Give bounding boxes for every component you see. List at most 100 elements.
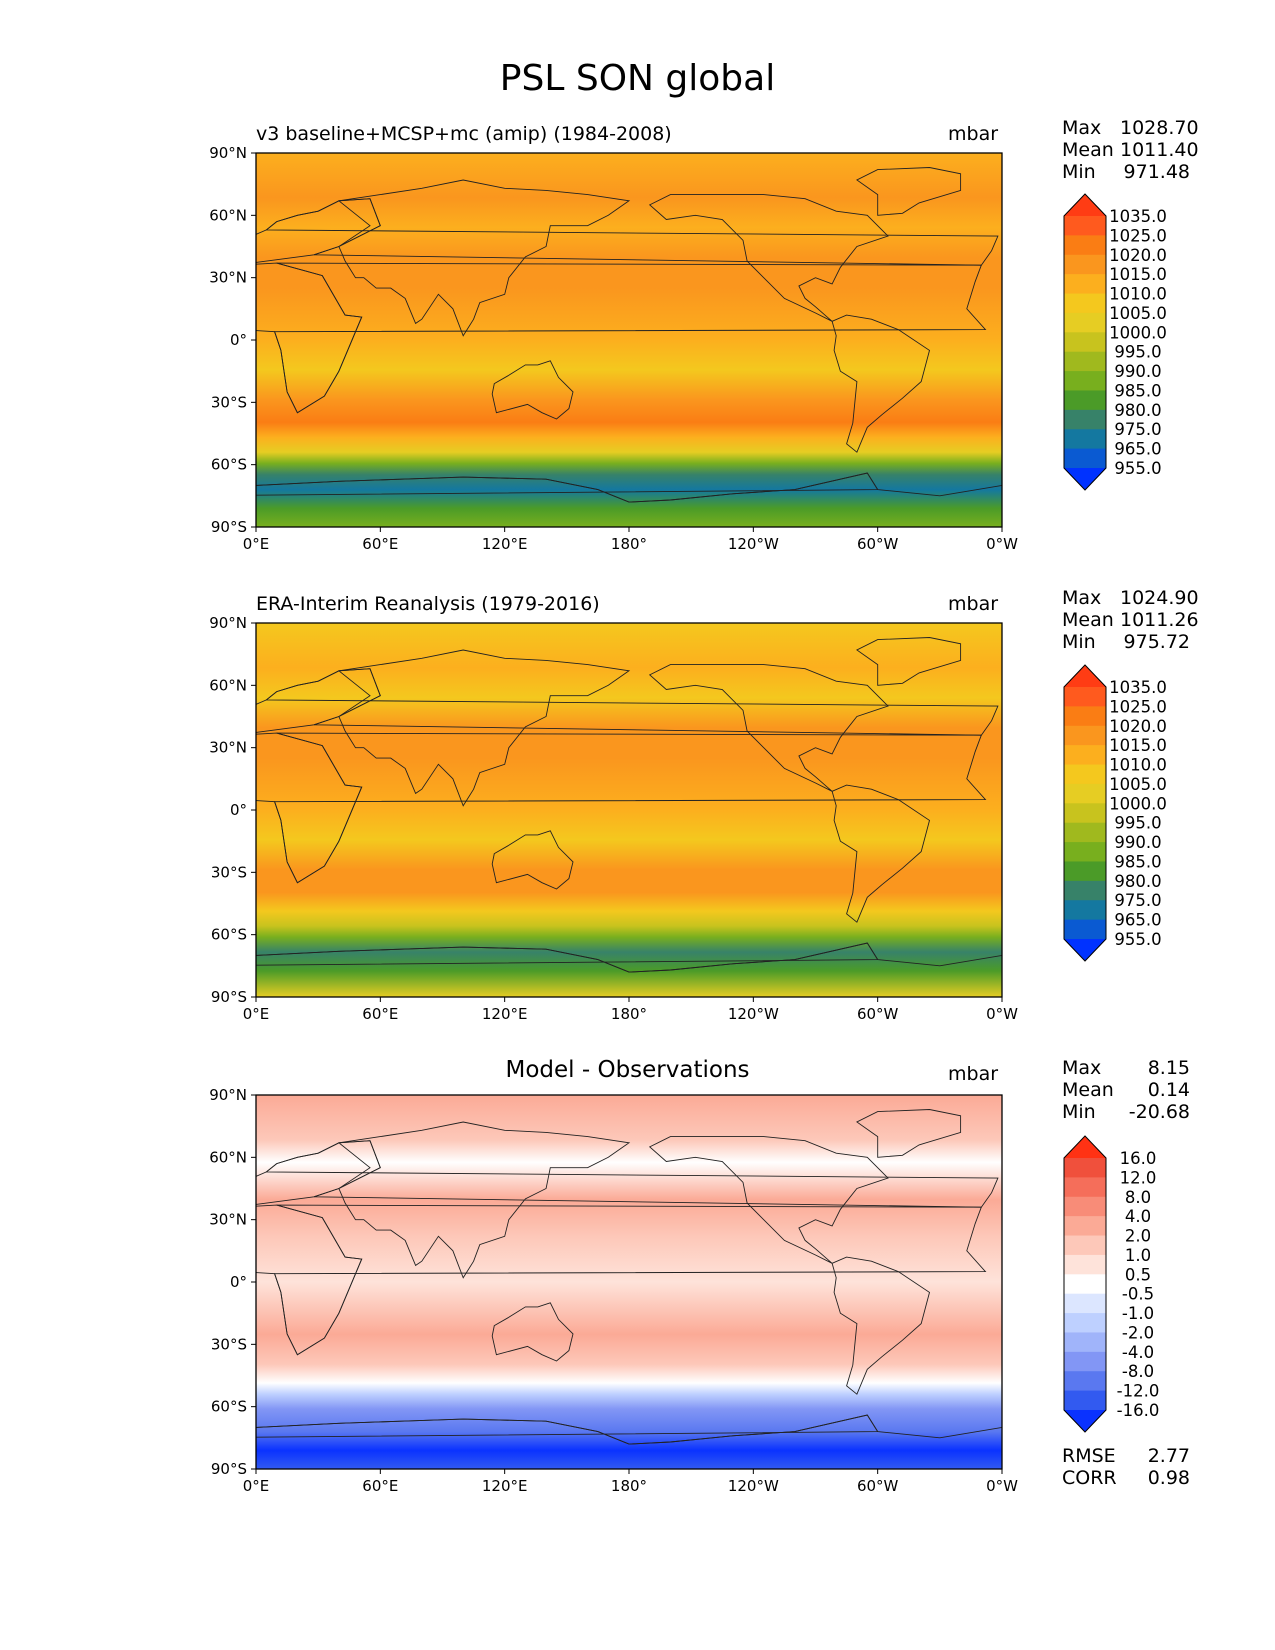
colorbar-band	[1064, 429, 1106, 450]
lon-tick-label: 60°W	[857, 1005, 899, 1023]
colorbar-label: 955.0	[1114, 459, 1161, 478]
colorbar-band	[1064, 274, 1106, 295]
lat-tick-label: 60°S	[211, 926, 247, 944]
lon-tick-label: 180°	[611, 1477, 647, 1495]
colorbar-band	[1064, 1371, 1106, 1392]
colorbar-extend-max	[1064, 1136, 1106, 1158]
colorbar-label: -16.0	[1117, 1401, 1160, 1420]
colorbar-band	[1064, 880, 1106, 901]
colorbar-band	[1064, 1216, 1106, 1237]
lat-tick-label: 30°S	[211, 393, 247, 411]
colorbar-label: -4.0	[1122, 1343, 1154, 1362]
skill-stats: RMSE 2.77 CORR 0.98	[1062, 1445, 1190, 1489]
lon-tick-label: 60°E	[362, 535, 398, 553]
colorbar-label: 985.0	[1114, 381, 1161, 400]
stat-label: Max	[1062, 587, 1102, 609]
colorbar-label: 2.0	[1125, 1227, 1151, 1246]
colorbar-label: 1005.0	[1109, 775, 1167, 794]
units-label: mbar	[948, 1063, 999, 1085]
lat-tick-label: 60°S	[211, 1398, 247, 1416]
stat-label: Max	[1062, 117, 1102, 139]
coastline	[831, 314, 931, 453]
stat-label: Mean	[1062, 1079, 1114, 1101]
colorbar-band	[1064, 1235, 1106, 1256]
colorbar-label: 1000.0	[1109, 794, 1167, 813]
colorbar-label: 1035.0	[1109, 678, 1167, 697]
map-field	[256, 1095, 1002, 1469]
lon-tick-label: 0°W	[986, 535, 1018, 553]
coastline	[491, 830, 574, 890]
map-panel: 90°N 60°N 30°N 0° 30°S 60°S 90°S0°E 60°E 120°E 18…	[209, 1086, 1018, 1495]
colorbar-label: 1015.0	[1109, 736, 1167, 755]
colorbar-band	[1064, 312, 1106, 333]
lat-tick-label: 90°S	[211, 518, 247, 536]
colorbar-band	[1064, 448, 1106, 469]
colorbar-label: 1015.0	[1109, 265, 1167, 284]
lon-tick-label: 60°E	[362, 1005, 398, 1023]
panel-title: v3 baseline+MCSP+mc (amip) (1984-2008)	[256, 123, 672, 145]
colorbar-label: 8.0	[1125, 1188, 1151, 1207]
colorbar-band	[1064, 1177, 1106, 1198]
lon-tick-label: 120°E	[482, 1005, 528, 1023]
colorbar-band	[1064, 1196, 1106, 1217]
map-panel: 90°N 60°N 30°N 0° 30°S 60°S 90°S0°E 60°E 120°E 18…	[209, 144, 1018, 553]
coastline	[256, 472, 879, 527]
stat-label: RMSE	[1062, 1445, 1116, 1467]
colorbars-layer: 1035.01025.01020.01015.01010.01005.01000…	[1063, 193, 1167, 1433]
coastline	[856, 1109, 962, 1158]
units-label: mbar	[948, 593, 999, 615]
colorbar-label: 1025.0	[1109, 226, 1167, 245]
stat-value: 2.77	[1147, 1445, 1190, 1467]
lon-tick-label: 0°E	[243, 1005, 270, 1023]
coastline	[256, 1414, 879, 1469]
colorbar-extend-max	[1064, 665, 1106, 687]
lat-tick-label: 60°N	[209, 206, 247, 224]
stat-label: Min	[1062, 631, 1096, 653]
colorbar-extend-min	[1064, 939, 1106, 961]
colorbar-band	[1064, 1332, 1106, 1353]
colorbar-band	[1064, 390, 1106, 411]
colorbar-label: 1010.0	[1109, 756, 1167, 775]
lon-tick-label: 180°	[611, 535, 647, 553]
coastline	[856, 637, 962, 686]
colorbar-label: 1005.0	[1109, 304, 1167, 323]
colorbar-label: -0.5	[1122, 1285, 1154, 1304]
colorbar-outline	[1063, 1135, 1107, 1433]
lat-tick-label: 30°N	[209, 1211, 247, 1229]
colorbar-band	[1064, 409, 1106, 430]
units-label: mbar	[948, 123, 999, 145]
lat-tick-label: 90°S	[211, 1460, 247, 1478]
lon-tick-label: 120°W	[728, 1477, 779, 1495]
colorbar-label: 990.0	[1114, 362, 1161, 381]
stat-label: Min	[1062, 161, 1096, 183]
coastline	[337, 649, 631, 807]
colorbar-label: 1020.0	[1109, 246, 1167, 265]
stat-value: 1024.90	[1120, 587, 1199, 609]
map-field	[256, 623, 1002, 997]
coastline	[648, 194, 889, 322]
colorbar-band	[1064, 900, 1106, 921]
map-panel: 90°N 60°N 30°N 0° 30°S 60°S 90°S0°E 60°E 120°E 18…	[209, 614, 1018, 1023]
stats-block: Max 8.15 Mean 0.14 Min -20.68	[1062, 1057, 1190, 1123]
stat-value: 1011.40	[1120, 139, 1199, 161]
stat-label: Mean	[1062, 609, 1114, 631]
maps-layer: 90°N 60°N 30°N 0° 30°S 60°S 90°S 0°E 60°E 120°E 18…	[209, 144, 1018, 1495]
colorbar-label: -8.0	[1122, 1362, 1154, 1381]
colorbar-label: 965.0	[1114, 440, 1161, 459]
coastline	[648, 664, 889, 792]
lat-tick-label: 30°S	[211, 1335, 247, 1353]
colorbar-outline	[1063, 664, 1107, 962]
lon-tick-label: 60°E	[362, 1477, 398, 1495]
lat-tick-label: 90°N	[209, 1086, 247, 1104]
lat-tick-label: 90°N	[209, 144, 247, 162]
coastlines	[256, 637, 1002, 997]
lon-tick-label: 120°E	[482, 535, 528, 553]
coastline	[256, 1204, 363, 1356]
colorbar-label: 1020.0	[1109, 717, 1167, 736]
lat-tick-label: 0°	[230, 331, 247, 349]
stats-block: Max 1028.70 Mean 1011.40 Min 971.48	[1062, 117, 1199, 183]
coastline	[831, 784, 931, 923]
colorbar-band	[1064, 842, 1106, 862]
stat-value: 1011.26	[1120, 609, 1199, 631]
